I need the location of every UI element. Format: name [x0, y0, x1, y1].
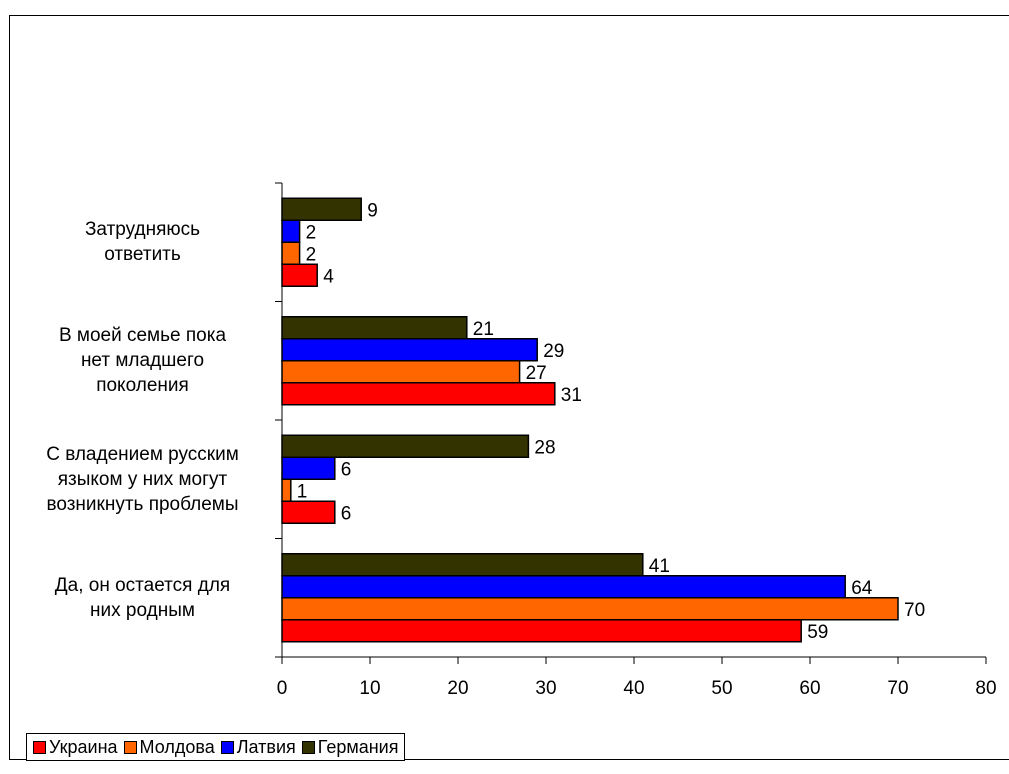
category-label: С владением русским языком у них могут воз… — [15, 442, 270, 517]
bar-value-label: 4 — [323, 266, 334, 287]
bar — [281, 219, 301, 243]
bar-value-label: 6 — [341, 459, 352, 480]
legend-label-moldova: Молдова — [139, 736, 215, 757]
bar-value-label: 64 — [851, 578, 873, 599]
chart-frame — [9, 15, 1009, 760]
bar — [281, 619, 802, 643]
x-tick-label: 70 — [887, 678, 908, 699]
bar-value-label: 41 — [649, 556, 670, 577]
x-tick-label: 30 — [535, 678, 556, 699]
bar-value-label: 28 — [534, 437, 555, 458]
legend: Украина Молдова Латвия Германия — [26, 733, 406, 761]
bar-value-label: 27 — [526, 363, 547, 384]
bar — [281, 456, 336, 480]
bar — [281, 575, 846, 599]
category-label-line: поколения — [96, 375, 189, 397]
category-label-line: Да, он остается для — [54, 574, 231, 596]
bar — [281, 360, 521, 384]
legend-swatch-germany — [301, 740, 315, 754]
legend-label-latvia: Латвия — [236, 736, 296, 757]
category-label-line: ответить — [104, 244, 181, 266]
bar-value-label: 59 — [807, 622, 828, 643]
bar — [281, 382, 556, 406]
category-label: Да, он остается для них родным — [15, 573, 270, 623]
legend-item-ukraine: Украина — [33, 737, 118, 758]
bar-value-label: 1 — [297, 481, 308, 502]
category-label-line: С владением русским — [46, 443, 239, 465]
bar-value-label: 2 — [306, 222, 317, 243]
bar-value-label: 2 — [306, 244, 317, 265]
x-tick-label: 80 — [975, 678, 996, 699]
x-tick-label: 40 — [623, 678, 644, 699]
category-label-line: них родным — [90, 599, 195, 621]
legend-item-moldova: Молдова — [123, 736, 215, 758]
bar-value-label: 21 — [473, 319, 494, 340]
x-tick-label: 60 — [799, 678, 820, 699]
bar — [281, 263, 318, 287]
bar — [281, 597, 899, 621]
legend-item-germany: Германия — [301, 736, 399, 758]
bar-value-label: 31 — [561, 385, 582, 406]
x-tick-label: 50 — [711, 678, 732, 699]
x-tick-label: 20 — [447, 678, 468, 699]
bar — [281, 338, 538, 362]
legend-swatch-latvia — [220, 740, 234, 754]
legend-label-germany: Германия — [317, 736, 399, 757]
bar-value-label: 70 — [904, 600, 925, 621]
legend-label-ukraine: Украина — [49, 736, 118, 757]
category-label-line: Затрудняюсь — [84, 219, 201, 241]
category-label-line: возникнуть проблемы — [46, 493, 239, 515]
category-label-line: нет младшего — [80, 350, 205, 372]
bar — [281, 553, 644, 577]
legend-swatch-ukraine — [33, 740, 46, 754]
bar — [281, 316, 468, 340]
category-label: В моей семье пока нет младшего поколения — [15, 323, 270, 398]
bar — [281, 241, 301, 265]
legend-swatch-moldova — [123, 740, 137, 754]
bar-value-label: 29 — [543, 341, 564, 362]
bar — [281, 197, 362, 221]
x-tick-label: 0 — [277, 678, 288, 699]
bar-value-label: 6 — [341, 503, 352, 524]
legend-item-latvia: Латвия — [220, 736, 296, 758]
bar — [281, 478, 292, 502]
bar — [281, 500, 336, 524]
category-label: Затрудняюсь ответить — [15, 217, 270, 267]
category-label-line: языком у них могут — [57, 468, 228, 490]
bar-value-label: 9 — [367, 200, 378, 221]
category-label-line: В моей семье пока — [58, 325, 227, 347]
x-tick-label: 10 — [359, 678, 380, 699]
bar — [281, 434, 530, 458]
